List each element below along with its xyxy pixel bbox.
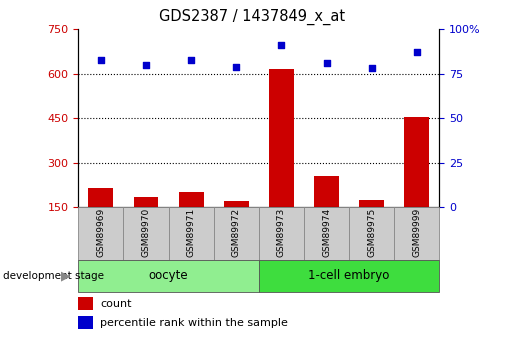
Text: GSM89974: GSM89974 [322, 208, 331, 257]
Text: oocyte: oocyte [149, 269, 188, 283]
Bar [123, 207, 169, 260]
Bar [269, 69, 294, 252]
Text: GSM89969: GSM89969 [96, 208, 106, 257]
Bar [88, 188, 113, 252]
Point [142, 62, 150, 68]
Text: 1-cell embryo: 1-cell embryo [309, 269, 390, 283]
Bar [349, 207, 394, 260]
Bar [224, 201, 248, 252]
Bar [78, 316, 93, 329]
Text: GSM89970: GSM89970 [141, 208, 150, 257]
Bar [214, 207, 259, 260]
Text: GSM89971: GSM89971 [187, 208, 195, 257]
Bar [169, 207, 214, 260]
Point [97, 57, 105, 62]
Bar [179, 192, 204, 252]
Text: count: count [100, 299, 131, 309]
Text: GSM89975: GSM89975 [367, 208, 376, 257]
Bar [405, 117, 429, 252]
Bar [314, 176, 339, 252]
Text: development stage: development stage [3, 271, 104, 281]
Bar [78, 207, 123, 260]
Bar [259, 260, 439, 292]
Point [368, 66, 376, 71]
Point [232, 64, 240, 69]
Text: GDS2387 / 1437849_x_at: GDS2387 / 1437849_x_at [160, 9, 345, 25]
Bar [78, 260, 259, 292]
Point [187, 57, 195, 62]
Text: ▶: ▶ [61, 269, 71, 283]
Point [413, 50, 421, 55]
Text: GSM89999: GSM89999 [412, 208, 421, 257]
Bar [359, 200, 384, 252]
Bar [394, 207, 439, 260]
Bar [259, 207, 304, 260]
Text: GSM89973: GSM89973 [277, 208, 286, 257]
Text: GSM89972: GSM89972 [232, 208, 241, 257]
Bar [304, 207, 349, 260]
Point [277, 42, 285, 48]
Point [323, 60, 331, 66]
Text: percentile rank within the sample: percentile rank within the sample [100, 318, 288, 328]
Bar [133, 197, 159, 252]
Bar [78, 297, 93, 310]
